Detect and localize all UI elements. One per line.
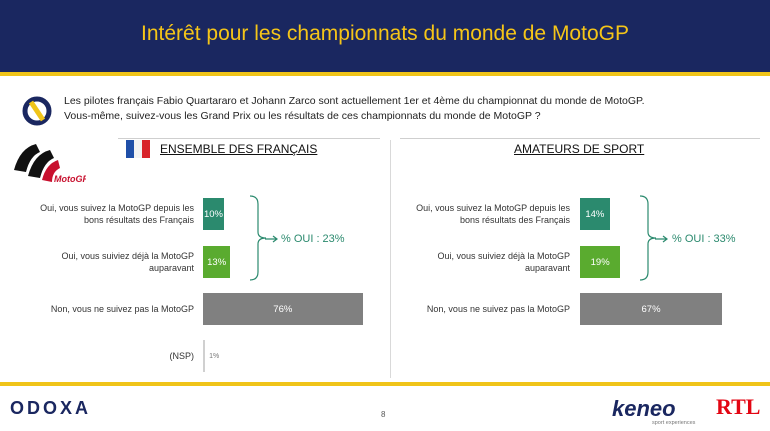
header-divider — [0, 72, 770, 76]
bar-value-label: 19% — [590, 256, 610, 268]
bar-value-label: 67% — [641, 303, 661, 315]
header-banner: Intérêt pour les championnats du monde d… — [0, 0, 770, 72]
bar-label: Oui, vous suivez la MotoGP depuis les bo… — [416, 203, 570, 225]
motogp-logo: MotoGP — [14, 144, 86, 184]
arrow-left-icon — [265, 235, 278, 243]
total-oui-left: % OUI : 23% — [281, 233, 345, 245]
rtl-logo: RTL — [716, 394, 761, 419]
question-line-2: Vous-même, suivez-vous les Grand Prix ou… — [64, 110, 541, 122]
bar-value-label: 14% — [585, 208, 605, 220]
bar: 67% — [580, 293, 723, 325]
arrow-right-icon — [655, 235, 668, 243]
bar-label: Oui, vous suivez la MotoGP depuis les bo… — [40, 203, 194, 225]
bar-label: Oui, vous suiviez déjà la MotoGP auparav… — [61, 251, 194, 273]
keneo-logo: keneo — [612, 396, 676, 421]
bar: 1% — [203, 340, 219, 372]
france-flag-icon — [126, 140, 150, 158]
bar: 14% — [580, 198, 610, 230]
chart-left-title: ENSEMBLE DES FRANÇAIS — [160, 142, 318, 156]
page-title: Intérêt pour les championnats du monde d… — [141, 22, 629, 45]
panel-divider-left — [118, 138, 380, 139]
bar-label: Non, vous ne suivez pas la MotoGP — [50, 304, 194, 314]
chart-right-title: AMATEURS DE SPORT — [514, 142, 645, 156]
bar-value-label: 1% — [209, 352, 220, 360]
page-number: 8 — [381, 410, 386, 419]
bar: 10% — [203, 198, 224, 230]
bar: 19% — [580, 246, 621, 278]
motogp-logo-text: MotoGP — [54, 174, 86, 184]
panel-separator — [390, 140, 391, 378]
bar-label: (NSP) — [169, 351, 195, 361]
brace-left — [249, 195, 267, 281]
footer-divider — [0, 382, 770, 386]
bar: 76% — [203, 293, 363, 325]
bar-label: Non, vous ne suivez pas la MotoGP — [426, 304, 570, 314]
total-oui-right: % OUI : 33% — [672, 233, 736, 245]
question-icon — [22, 96, 52, 126]
bar-label: Oui, vous suiviez déjà la MotoGP auparav… — [437, 251, 570, 273]
keneo-tagline: sport experiences — [652, 420, 696, 426]
question-line-1: Les pilotes français Fabio Quartararo et… — [64, 95, 645, 107]
panel-divider-right — [400, 138, 760, 139]
bar-value-label: 10% — [203, 208, 223, 220]
brace-right — [639, 195, 657, 281]
question-text: Les pilotes français Fabio Quartararo et… — [64, 94, 645, 124]
bar-value-label: 76% — [273, 303, 293, 315]
bar: 13% — [203, 246, 231, 278]
odoxa-logo: ODOXA — [10, 398, 92, 418]
bar-value-label: 13% — [207, 256, 227, 268]
